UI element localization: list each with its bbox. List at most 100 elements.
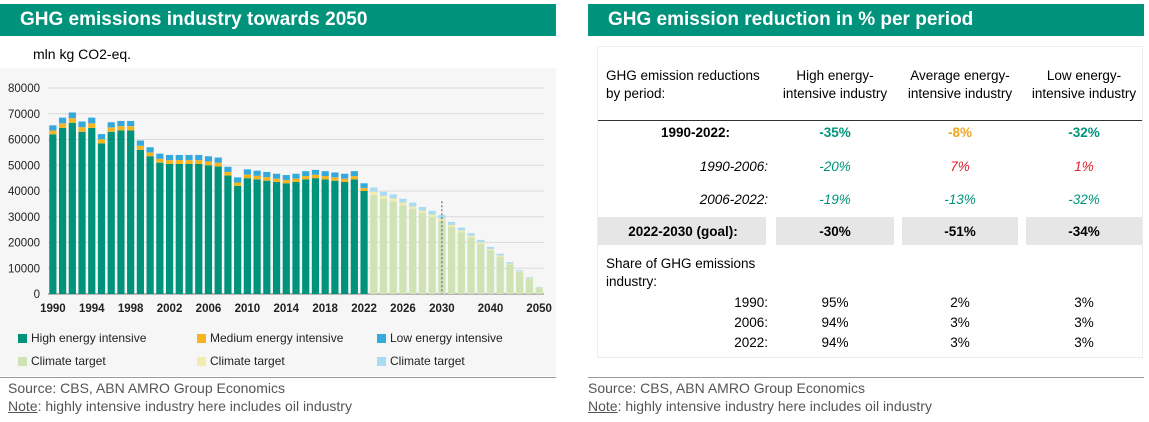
unit-label: mln kg CO2-eq.: [33, 46, 132, 62]
bar-segment: [136, 149, 144, 294]
bar-segment: [302, 176, 310, 180]
bar-segment: [68, 118, 76, 123]
bar-segment: [127, 120, 135, 127]
x-tick-label: 2026: [390, 303, 416, 315]
left-panel: GHG emissions industry towards 2050 mln …: [0, 0, 556, 422]
bar-segment: [350, 171, 358, 177]
x-tick-label: 2030: [429, 303, 455, 315]
bar-segment: [253, 179, 261, 294]
bar-segment: [409, 209, 417, 294]
y-tick-label: 50000: [8, 160, 40, 172]
legend-item-target-high: Climate target: [18, 354, 106, 368]
table-header-average: Average energy-intensive industry: [907, 68, 1013, 101]
bar-segment: [263, 177, 271, 181]
cell-value: -35%: [819, 125, 851, 140]
bar-segment: [97, 143, 106, 294]
source-text: Source: CBS, ABN AMRO Group Economics: [8, 380, 285, 396]
cell-value: -19%: [819, 192, 851, 207]
bar-segment: [516, 270, 524, 272]
cell-value: 2%: [950, 295, 970, 310]
cell-value: -32%: [1068, 192, 1100, 207]
bar-segment: [448, 227, 456, 294]
bar-segment: [467, 237, 475, 294]
x-tick-label: 1994: [79, 303, 105, 315]
cell-value: -34%: [1068, 224, 1100, 239]
bar-segment: [428, 216, 436, 294]
cell-value: -51%: [944, 224, 976, 239]
bar-segment: [282, 183, 290, 294]
bar-segment: [88, 123, 96, 128]
bar-segment: [214, 162, 222, 167]
cell-value: -30%: [819, 224, 851, 239]
legend-item-target-low: Climate target: [377, 354, 465, 368]
emissions-chart: 0 10000 20000 30000 40000 50000 60000 70000 8000…: [8, 83, 552, 315]
y-tick-label: 30000: [8, 212, 40, 224]
bar-segment: [127, 126, 135, 131]
row-label: 2022-2030 (goal):: [628, 224, 738, 239]
bar-segment: [448, 221, 456, 225]
y-tick-label: 80000: [8, 83, 40, 95]
bar-segment: [253, 175, 261, 180]
bar-segment: [175, 160, 183, 164]
bar-segment: [360, 191, 368, 294]
bar-segment: [263, 171, 271, 178]
header-rule: [598, 120, 1142, 121]
y-tick-label: 10000: [8, 263, 40, 275]
bar-segment: [525, 277, 534, 279]
legend-swatch: [377, 333, 386, 343]
bar-segment: [399, 202, 407, 206]
bar-segment: [185, 154, 193, 161]
bar-segment: [234, 177, 242, 183]
reduction-table: GHG emission reductions by period: High …: [597, 46, 1143, 358]
bar-segment: [58, 127, 67, 294]
bar-segment: [360, 187, 368, 191]
bar-segment: [311, 174, 320, 179]
bar-segment: [399, 205, 407, 294]
table-header-period: GHG emission reductions by period:: [606, 68, 760, 101]
x-tick-label: 2040: [478, 303, 504, 315]
y-tick-label: 40000: [8, 186, 40, 198]
x-tick-label: 1998: [118, 303, 144, 315]
bar-segment: [78, 121, 86, 128]
bar-segment: [292, 178, 300, 182]
bar-segment: [97, 139, 106, 144]
bar-segment: [379, 198, 388, 294]
bar-segment: [156, 153, 164, 159]
bar-segment: [506, 263, 514, 265]
cell-value: 1%: [1074, 159, 1094, 174]
bar-segment: [272, 181, 281, 294]
bar-segment: [49, 130, 57, 135]
cell-value: 94%: [821, 315, 849, 330]
bar-segment: [195, 163, 203, 294]
row-shade: [1026, 217, 1142, 245]
bar-segment: [506, 264, 514, 294]
bar-segment: [117, 126, 125, 131]
bar-segment: [49, 125, 57, 131]
bar-segment: [185, 163, 193, 294]
bar-segment: [321, 179, 329, 294]
cell-value: 7%: [950, 159, 970, 174]
bar-segment: [127, 130, 135, 294]
cell-value: 3%: [950, 315, 970, 330]
bar-segment: [195, 160, 203, 164]
bar-segment: [341, 173, 349, 179]
bar-segment: [146, 156, 154, 294]
cell-value: 95%: [821, 295, 849, 310]
bar-segment: [107, 131, 115, 294]
row-label: 1990:: [734, 295, 768, 310]
bar-segment: [243, 169, 251, 175]
bar-segment: [214, 157, 222, 163]
bar-segment: [204, 156, 213, 162]
x-tick-label: 2022: [351, 303, 377, 315]
y-tick-label: 70000: [8, 109, 40, 121]
x-tick-label: 2014: [273, 303, 299, 315]
bar-segment: [399, 198, 407, 203]
bar-segment: [146, 152, 154, 157]
bar-segment: [175, 163, 183, 294]
row-label: 2006-2022:: [699, 192, 768, 207]
bar-segment: [516, 271, 524, 273]
bar-segment: [486, 250, 495, 294]
right-panel: GHG emission reduction in % per period G…: [588, 0, 1144, 422]
bar-segment: [302, 171, 310, 177]
bar-segment: [253, 170, 261, 176]
